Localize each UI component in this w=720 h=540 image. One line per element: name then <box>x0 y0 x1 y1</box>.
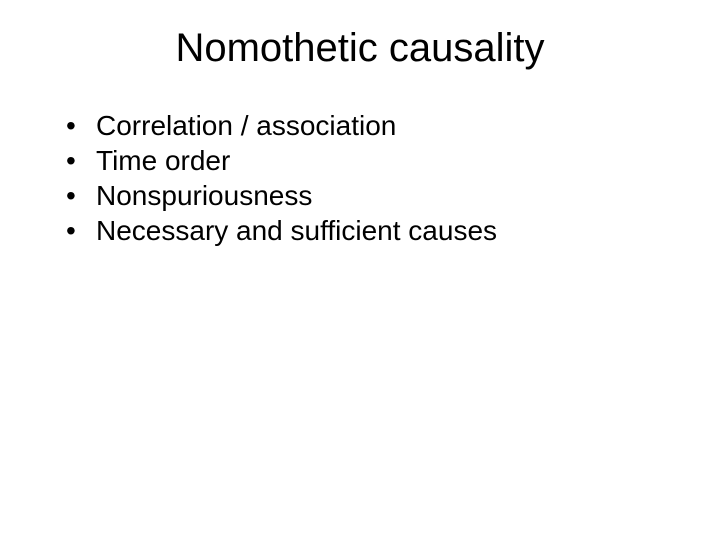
slide-container: Nomothetic causality Correlation / assoc… <box>0 0 720 540</box>
bullet-item: Necessary and sufficient causes <box>66 214 720 248</box>
bullet-item: Correlation / association <box>66 109 720 143</box>
bullet-item: Time order <box>66 144 720 178</box>
slide-title: Nomothetic causality <box>0 26 720 71</box>
bullet-item: Nonspuriousness <box>66 179 720 213</box>
bullet-list: Correlation / association Time order Non… <box>0 109 720 249</box>
